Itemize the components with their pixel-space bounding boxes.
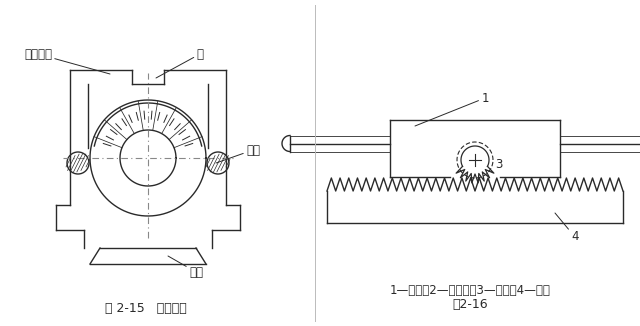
Text: 图 2-15   滚动导轨: 图 2-15 滚动导轨 xyxy=(105,302,187,315)
Text: 1: 1 xyxy=(415,92,489,126)
Text: 开式套筒: 开式套筒 xyxy=(24,48,110,74)
Text: 滑枕: 滑枕 xyxy=(216,143,260,163)
Text: 图2-16: 图2-16 xyxy=(452,298,488,310)
Text: 支承: 支承 xyxy=(168,256,203,278)
Text: 1—拖板；2—导向杆；3—齿轮；4—齿条: 1—拖板；2—导向杆；3—齿轮；4—齿条 xyxy=(390,284,550,297)
Text: 4: 4 xyxy=(555,213,579,244)
Text: 轴: 轴 xyxy=(156,48,204,78)
Text: 3: 3 xyxy=(495,157,502,170)
